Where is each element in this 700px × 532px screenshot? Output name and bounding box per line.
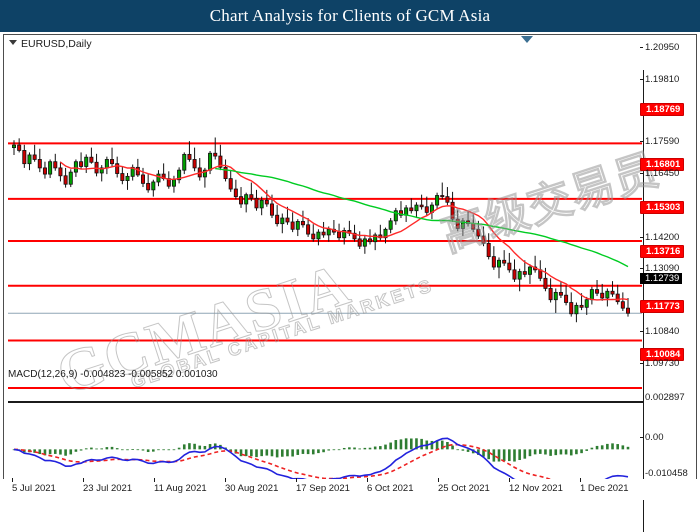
axis-tick-mark [225, 478, 226, 482]
macd-tick-label: -0.010458 [645, 468, 688, 479]
price-level-label[interactable]: 1.13716 [640, 245, 685, 259]
price-level-label[interactable]: 1.11773 [640, 299, 684, 313]
axis-tick-mark [296, 478, 297, 482]
axis-tick-mark [580, 478, 581, 482]
price-tick-label: 1.13090 [640, 263, 679, 274]
axis-tick-mark [509, 478, 510, 482]
price-axis[interactable]: 1.20950 1.19810 1.18769 1.17590 1.16801 1.164… [640, 34, 700, 497]
price-level-label[interactable]: 1.10084 [640, 347, 685, 361]
axis-tick-mark [154, 478, 155, 482]
axis-tick-mark [12, 478, 13, 482]
axis-tick-mark [640, 436, 643, 438]
price-level-label[interactable]: 1.18769 [640, 102, 685, 116]
axis-tick-mark [640, 362, 643, 364]
axis-tick-mark [367, 478, 368, 482]
page-title: Chart Analysis for Clients of GCM Asia [209, 6, 491, 25]
axis-tick-mark [640, 46, 643, 48]
macd-indicator-label: MACD(12,26,9) -0.004823 -0.005852 0.0010… [8, 369, 218, 380]
symbol-label[interactable]: EURUSD,Daily [9, 38, 92, 50]
pane-separator [8, 401, 643, 403]
axis-tick-mark [640, 331, 643, 333]
price-level-label[interactable]: 1.15303 [640, 200, 685, 214]
price-tick-label: 1.16450 [640, 168, 679, 179]
price-tick-label: 1.10840 [640, 326, 679, 337]
price-tick-label: 1.17590 [640, 136, 679, 147]
plot-area[interactable] [8, 70, 642, 512]
date-tick-label: 1 Dec 2021 [580, 478, 629, 494]
axis-tick-mark [640, 267, 643, 269]
price-tick-label: 1.20950 [640, 42, 679, 53]
axis-tick-mark [438, 478, 439, 482]
axis-tick-mark [640, 141, 643, 143]
axis-tick-mark [640, 173, 643, 175]
date-tick-label: 23 Jul 2021 [83, 478, 132, 494]
date-tick-label: 6 Oct 2021 [367, 478, 413, 494]
chart-top-marker-icon [521, 36, 533, 43]
price-tick-label: 1.14200 [640, 232, 679, 243]
date-tick-label: 30 Aug 2021 [225, 478, 278, 494]
price-tick-label: 1.19810 [640, 74, 679, 85]
date-tick-label: 25 Oct 2021 [438, 478, 490, 494]
date-tick-label: 11 Aug 2021 [154, 478, 207, 494]
app-header: Chart Analysis for Clients of GCM Asia [0, 0, 700, 32]
macd-tick-label: 0.002897 [645, 391, 685, 403]
symbol-label-text: EURUSD,Daily [21, 38, 92, 50]
macd-tick-label: 0.00 [640, 432, 664, 443]
axis-tick-mark [640, 78, 643, 80]
price-level-label[interactable]: 1.16801 [640, 158, 685, 172]
price-pane[interactable] [8, 70, 642, 403]
axis-tick-mark [640, 236, 643, 238]
axis-tick-mark [83, 478, 84, 482]
price-chart-svg [8, 137, 642, 390]
current-price-label[interactable]: 1.12739 [640, 272, 683, 284]
date-tick-label: 12 Nov 2021 [509, 478, 563, 494]
chart-frame[interactable] [3, 34, 697, 532]
date-tick-label: 5 Jul 2021 [12, 478, 56, 494]
date-axis: 5 Jul 2021 23 Jul 2021 11 Aug 2021 30 Aug 2… [0, 478, 700, 500]
chevron-down-icon[interactable] [9, 40, 17, 45]
price-tick-label: 1.09730 [640, 358, 679, 369]
date-tick-label: 17 Sep 2021 [296, 478, 350, 494]
